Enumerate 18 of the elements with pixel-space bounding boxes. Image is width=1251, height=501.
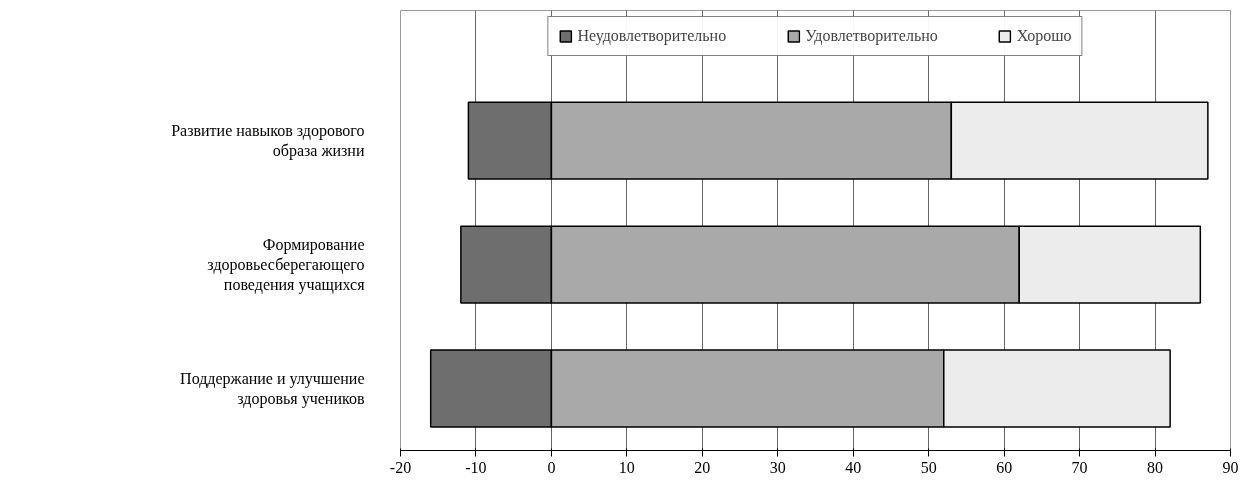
x-tick-label: 10 xyxy=(618,458,635,476)
x-tick-label: 60 xyxy=(996,458,1013,476)
x-tick-label: -10 xyxy=(465,458,487,476)
x-tick-label: 70 xyxy=(1071,458,1088,476)
x-tick-label: 80 xyxy=(1147,458,1164,476)
x-tick-label: 0 xyxy=(547,458,556,476)
x-tick-label: 40 xyxy=(845,458,862,476)
x-tick-label: 30 xyxy=(769,458,786,476)
x-tick-label: -20 xyxy=(389,458,412,476)
y-tick-label: Поддержание и улучшение здоровья учеников xyxy=(180,369,365,409)
x-tick-label: 50 xyxy=(920,458,937,476)
x-tick-label: 90 xyxy=(1222,458,1239,476)
legend-label: Неудовлетворительно xyxy=(577,27,727,45)
y-tick-label: Развитие навыков здорового образа жизни xyxy=(171,121,365,161)
x-tick-label: 20 xyxy=(694,458,711,476)
legend-label: Удовлетворительно xyxy=(805,27,938,45)
legend-label: Хорошо xyxy=(1016,27,1072,45)
y-tick-label: Формирование здоровьесберегающего поведения учащихся xyxy=(207,235,366,295)
